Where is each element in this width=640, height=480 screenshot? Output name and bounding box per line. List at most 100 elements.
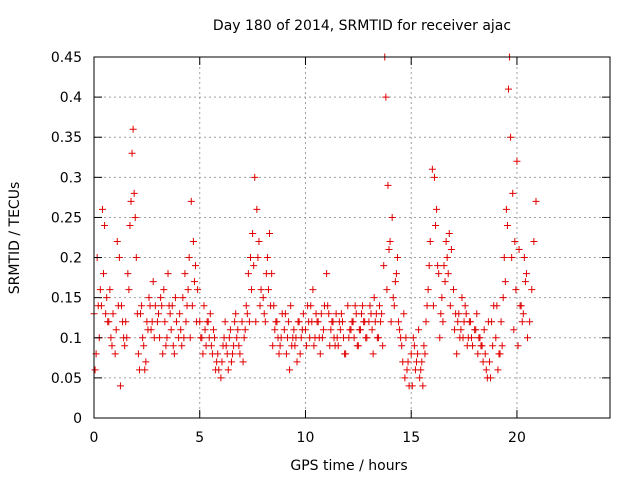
data-point xyxy=(184,286,192,294)
data-point xyxy=(232,310,240,318)
data-point xyxy=(421,350,429,358)
data-point xyxy=(516,302,524,310)
data-point xyxy=(160,286,168,294)
data-point xyxy=(164,270,172,278)
data-point xyxy=(402,334,410,342)
data-point xyxy=(512,286,520,294)
data-point xyxy=(269,342,277,350)
data-point xyxy=(484,318,492,326)
data-point xyxy=(187,197,195,205)
data-point xyxy=(387,318,395,326)
data-point xyxy=(128,149,136,157)
data-point xyxy=(362,334,370,342)
data-point xyxy=(458,294,466,302)
data-point xyxy=(429,302,437,310)
data-point xyxy=(485,358,493,366)
data-point xyxy=(189,238,197,246)
data-point xyxy=(384,181,392,189)
data-point xyxy=(396,326,404,334)
data-point xyxy=(288,342,296,350)
data-point xyxy=(123,334,131,342)
data-point xyxy=(104,318,112,326)
data-point xyxy=(207,342,215,350)
data-point xyxy=(328,318,336,326)
x-tick-label: 20 xyxy=(508,430,526,446)
data-point xyxy=(446,302,454,310)
data-point xyxy=(192,262,200,270)
data-point xyxy=(532,197,540,205)
data-point xyxy=(245,318,253,326)
data-point xyxy=(101,221,109,229)
data-point xyxy=(241,326,249,334)
data-point xyxy=(162,342,170,350)
data-point xyxy=(181,270,189,278)
data-point xyxy=(465,318,473,326)
data-point xyxy=(489,342,497,350)
data-point xyxy=(146,302,154,310)
data-point xyxy=(478,342,486,350)
data-point xyxy=(326,342,334,350)
data-point xyxy=(390,302,398,310)
data-point xyxy=(250,262,258,270)
data-point xyxy=(238,318,246,326)
data-point xyxy=(212,366,220,374)
data-point xyxy=(185,254,193,262)
data-point xyxy=(135,366,143,374)
y-tick-label: 0.2 xyxy=(60,251,82,267)
data-point xyxy=(294,318,302,326)
data-point xyxy=(129,125,137,133)
data-point xyxy=(205,334,213,342)
data-point xyxy=(401,374,409,382)
data-point xyxy=(425,262,433,270)
data-point xyxy=(380,262,388,270)
data-point xyxy=(248,286,256,294)
data-point xyxy=(285,318,293,326)
data-point xyxy=(166,310,174,318)
data-point xyxy=(332,310,340,318)
data-point xyxy=(239,358,247,366)
data-point xyxy=(509,189,517,197)
data-point xyxy=(231,318,239,326)
data-point xyxy=(447,246,455,254)
data-point xyxy=(437,310,445,318)
data-point xyxy=(482,366,490,374)
data-point xyxy=(375,302,383,310)
data-point xyxy=(116,382,124,390)
data-point xyxy=(377,318,385,326)
y-tick-label: 0.05 xyxy=(51,371,82,387)
data-point xyxy=(188,302,196,310)
data-point xyxy=(292,334,300,342)
data-point xyxy=(206,310,214,318)
data-point xyxy=(349,318,357,326)
data-point xyxy=(298,326,306,334)
data-point xyxy=(507,133,515,141)
data-point xyxy=(114,302,122,310)
data-point xyxy=(197,334,205,342)
data-point xyxy=(407,350,415,358)
data-point xyxy=(423,302,431,310)
data-point xyxy=(455,310,463,318)
data-point xyxy=(178,342,186,350)
data-point xyxy=(262,270,270,278)
data-point xyxy=(229,350,237,358)
data-point xyxy=(144,326,152,334)
y-tick-label: 0.3 xyxy=(60,170,82,186)
data-point xyxy=(495,350,503,358)
data-point xyxy=(109,310,117,318)
data-point xyxy=(102,310,110,318)
data-point xyxy=(480,326,488,334)
data-point xyxy=(504,85,512,93)
data-point xyxy=(334,342,342,350)
data-point xyxy=(257,286,265,294)
data-point xyxy=(133,310,141,318)
data-point xyxy=(261,318,269,326)
data-point xyxy=(256,302,264,310)
data-point xyxy=(391,278,399,286)
data-point xyxy=(420,342,428,350)
data-point xyxy=(414,350,422,358)
data-point xyxy=(497,318,505,326)
y-tick-label: 0.4 xyxy=(60,90,82,106)
data-point xyxy=(336,326,344,334)
data-point xyxy=(233,334,241,342)
